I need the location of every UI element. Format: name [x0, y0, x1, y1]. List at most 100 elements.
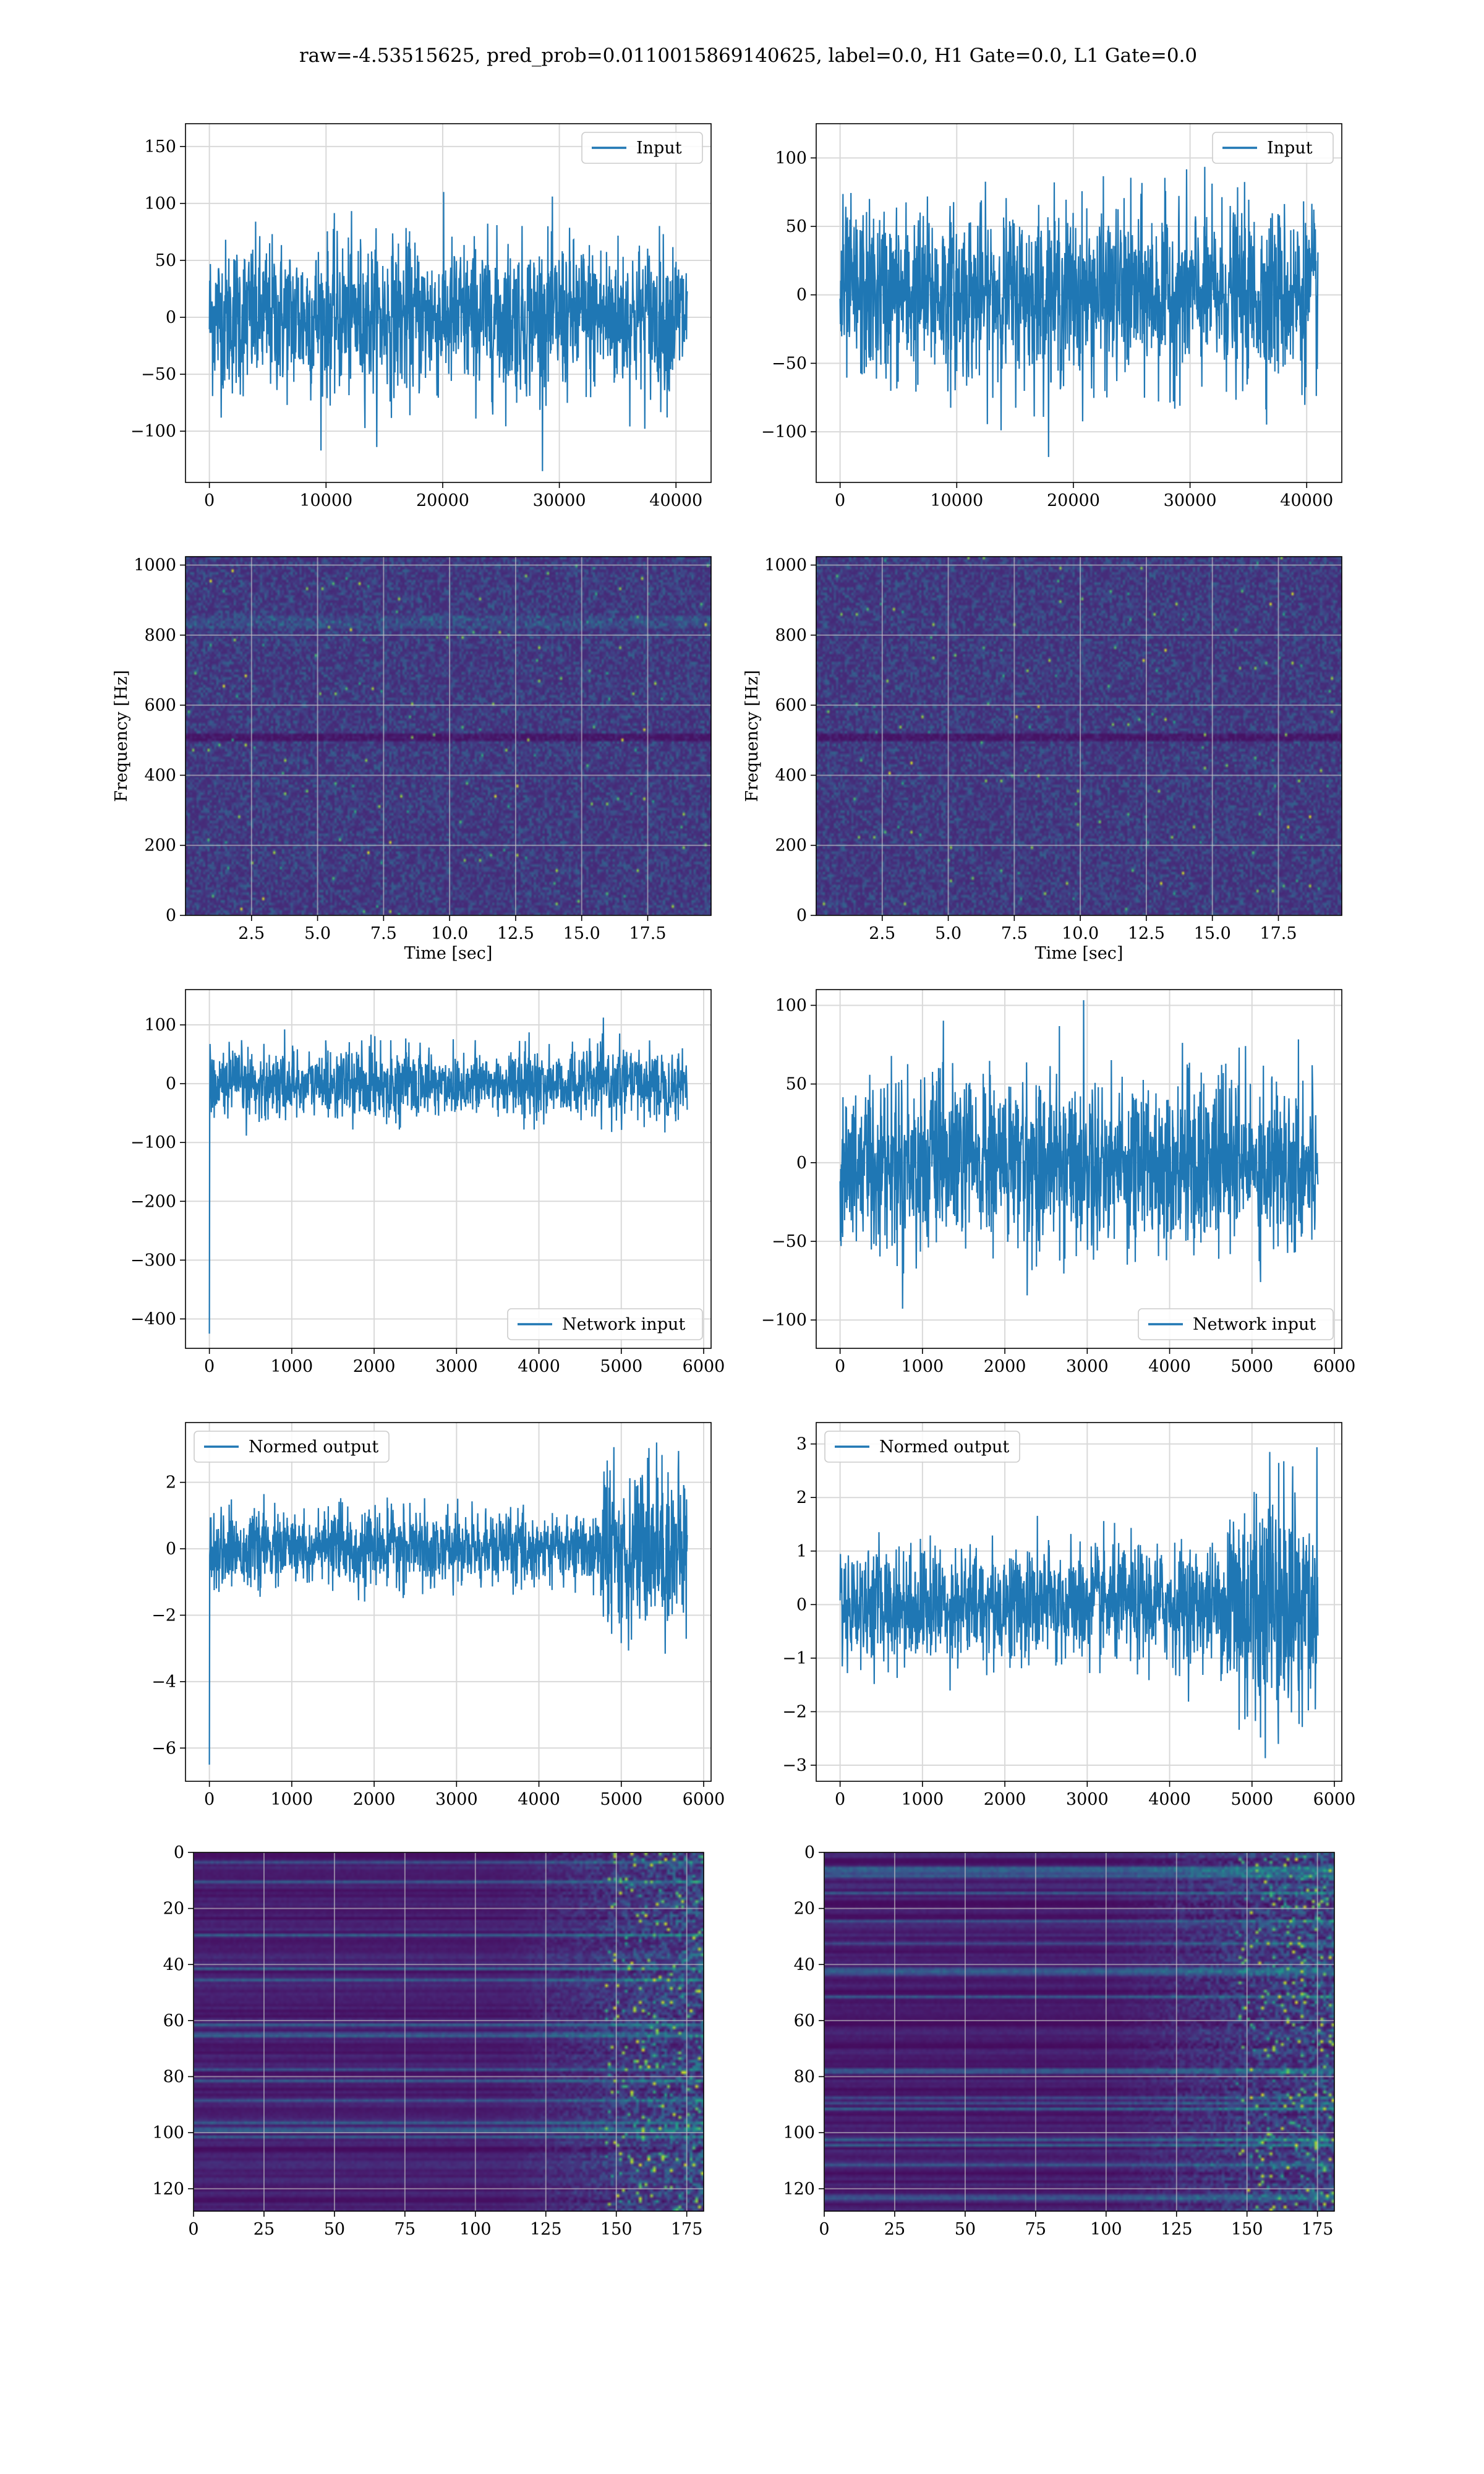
legend-label: Normed output	[879, 1437, 1009, 1457]
x-tick-label: 10.0	[1062, 924, 1099, 943]
x-tick-label: 125	[530, 2220, 562, 2239]
x-tick-label: 20000	[1047, 491, 1100, 510]
y-tick-label: 3	[796, 1435, 807, 1454]
legend: Input	[1212, 132, 1334, 164]
y-tick-label: 0	[166, 906, 176, 925]
x-tick-label: 125	[1161, 2220, 1193, 2239]
y-tick-label: 0	[796, 1154, 807, 1173]
heatmap-image	[824, 1852, 1334, 2211]
x-tick-label: 3000	[1066, 1790, 1109, 1809]
x-tick-label: 75	[394, 2220, 416, 2239]
y-tick-label: 800	[775, 626, 807, 645]
legend-box	[507, 1308, 703, 1340]
y-tick-label: 400	[775, 766, 807, 785]
y-tick-label: −100	[130, 422, 176, 441]
x-axis-label: Time [sec]	[404, 944, 493, 963]
x-tick-label: 2000	[984, 1790, 1026, 1809]
legend-label: Network input	[562, 1315, 685, 1334]
chart-panel-input-h1: 0 10000 20000 30000 40000 −100 −50 0 50 100 150 Inp…	[130, 123, 712, 510]
x-axis-label: Time [sec]	[1035, 944, 1124, 963]
y-tick-label: 0	[174, 1843, 184, 1862]
y-tick-label: 0	[796, 1595, 807, 1614]
y-tick-label: 50	[155, 251, 176, 270]
y-tick-label: −3	[782, 1756, 807, 1775]
y-tick-label: 150	[144, 137, 176, 156]
y-tick-label: 200	[775, 836, 807, 855]
legend-box	[1212, 132, 1334, 164]
x-tick-label: 7.5	[1001, 924, 1028, 943]
x-tick-label: 10000	[930, 491, 983, 510]
y-tick-label: −4	[151, 1672, 176, 1692]
axes-frame	[816, 123, 1342, 483]
series-line	[208, 1017, 688, 1334]
x-tick-label: 4000	[518, 1357, 560, 1376]
x-tick-label: 4000	[1148, 1357, 1191, 1376]
x-tick-label: 30000	[533, 491, 586, 510]
series-line	[839, 166, 1319, 457]
y-tick-label: −2	[151, 1606, 176, 1625]
y-tick-label: 100	[152, 2123, 184, 2142]
chart-panel-features-h1: 0 25 50 75 100 125 150 175 0 20 40 60 80 100 120	[152, 1843, 704, 2239]
chart-panel-network-input-l1: 0 1000 2000 3000 4000 5000 6000 −100 −50 0 50 100 Ne…	[761, 989, 1355, 1376]
x-tick-label: 2000	[984, 1357, 1026, 1376]
x-tick-label: 5.0	[304, 924, 331, 943]
x-tick-label: 0	[835, 1790, 845, 1809]
axes-frame	[816, 989, 1342, 1349]
y-tick-label: −2	[782, 1702, 807, 1721]
x-tick-label: 0	[835, 1357, 845, 1376]
y-tick-label: 2	[166, 1473, 176, 1492]
y-tick-label: 120	[152, 2180, 184, 2199]
x-tick-label: 30000	[1164, 491, 1217, 510]
y-tick-label: 0	[166, 1074, 176, 1094]
legend-box	[581, 132, 703, 164]
chart-panel-normed-output-l1: 0 1000 2000 3000 4000 5000 6000 −3 −2 −1 0 1 2 3 Norme…	[782, 1422, 1356, 1809]
y-tick-label: 0	[166, 1539, 176, 1559]
legend: Normed output	[194, 1431, 390, 1463]
y-tick-label: 100	[144, 194, 176, 213]
x-tick-label: 1000	[902, 1790, 944, 1809]
x-tick-label: 1000	[902, 1357, 944, 1376]
axes-frame	[185, 1422, 712, 1782]
axes-frame	[185, 123, 712, 483]
x-tick-label: 12.5	[497, 924, 534, 943]
series-line	[839, 1000, 1319, 1309]
heatmap-image	[816, 557, 1342, 915]
y-tick-label: 80	[794, 2068, 815, 2087]
y-tick-label: 400	[144, 766, 176, 785]
x-tick-label: 6000	[1313, 1790, 1356, 1809]
chart-panel-spectrogram-l1: 2.5 5.0 7.5 10.0 12.5 15.0 17.5 0 200 400 600 800 10…	[743, 556, 1342, 963]
x-tick-label: 5000	[1230, 1790, 1273, 1809]
axes-frame	[816, 1422, 1342, 1782]
x-tick-label: 12.5	[1128, 924, 1165, 943]
legend-label: Network input	[1193, 1315, 1316, 1334]
axes-frame	[816, 556, 1342, 916]
legend-label: Normed output	[249, 1437, 378, 1457]
y-tick-label: 100	[775, 148, 807, 168]
y-tick-label: 200	[144, 836, 176, 855]
x-tick-label: 0	[204, 491, 215, 510]
legend-label: Input	[636, 139, 682, 158]
x-tick-label: 2000	[353, 1357, 396, 1376]
x-tick-label: 150	[600, 2220, 633, 2239]
x-tick-label: 175	[671, 2220, 703, 2239]
y-tick-label: 40	[794, 1955, 815, 1974]
x-tick-label: 1000	[271, 1357, 313, 1376]
y-tick-label: 60	[794, 2011, 815, 2031]
x-tick-label: 10000	[299, 491, 352, 510]
y-tick-label: 800	[144, 626, 176, 645]
x-tick-label: 20000	[416, 491, 469, 510]
y-tick-label: 0	[796, 906, 807, 925]
y-axis-label: Frequency [Hz]	[112, 670, 131, 802]
legend: Network input	[507, 1308, 703, 1340]
x-tick-label: 7.5	[370, 924, 397, 943]
y-tick-label: −6	[151, 1739, 176, 1758]
x-tick-label: 75	[1025, 2220, 1046, 2239]
y-tick-label: −50	[772, 1232, 807, 1251]
x-tick-label: 2000	[353, 1790, 396, 1809]
y-tick-label: 100	[775, 996, 807, 1015]
figure-suptitle: raw=-4.53515625, pred_prob=0.01100158691…	[299, 45, 1197, 67]
x-tick-label: 0	[204, 1790, 215, 1809]
y-tick-label: −100	[130, 1133, 176, 1152]
legend: Normed output	[824, 1431, 1020, 1463]
x-tick-label: 50	[955, 2220, 976, 2239]
